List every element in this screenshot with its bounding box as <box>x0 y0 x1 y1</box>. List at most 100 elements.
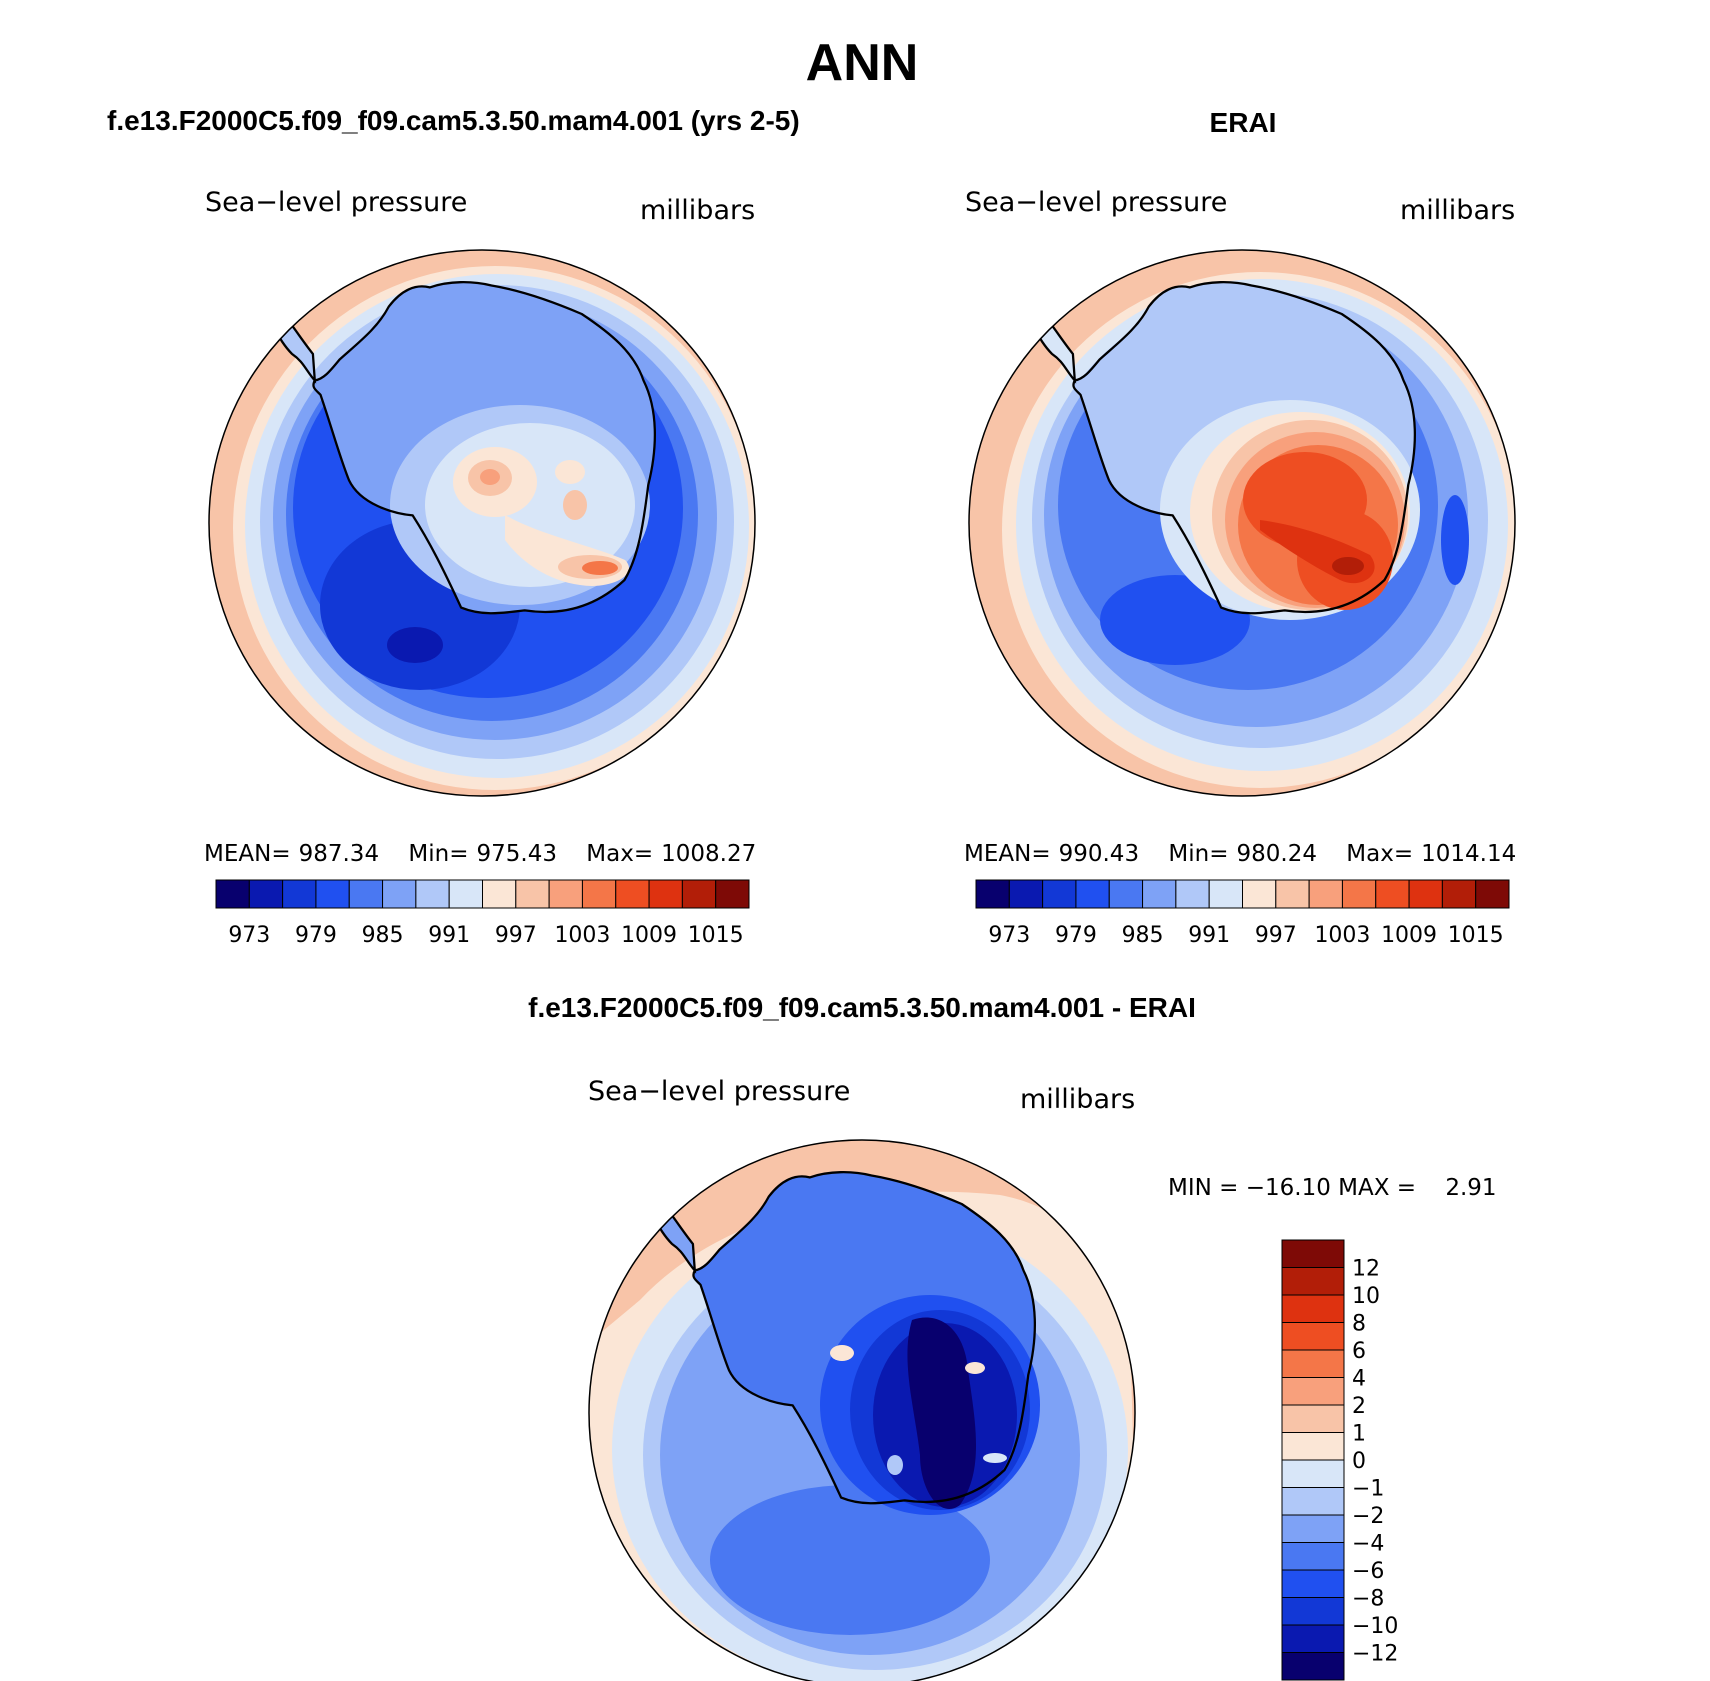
colorbar-swatch <box>1281 1569 1345 1598</box>
panel-model-units: millibars <box>640 195 755 226</box>
colorbar-swatch <box>1281 1377 1345 1406</box>
colorbar-tick-label: −2 <box>1352 1504 1384 1529</box>
figure-title: ANN <box>806 34 919 92</box>
colorbar-obs: 973 979 985 991 997 1003 1009 1015 <box>975 879 1510 948</box>
colorbar-swatch <box>548 879 583 909</box>
colorbar-tick-label: 991 <box>1188 923 1230 948</box>
colorbar-swatch <box>1142 879 1177 909</box>
panel-obs-stats: MEAN= 990.43 Min= 980.24 Max= 1014.14 <box>964 841 1516 867</box>
panel-model-map <box>209 250 755 796</box>
colorbar-swatch <box>482 879 517 909</box>
colorbar-tick-label: 997 <box>495 923 537 948</box>
colorbar-swatch <box>315 879 350 909</box>
panel-diff-map <box>589 1140 1135 1681</box>
colorbar-swatch <box>1308 879 1343 909</box>
panel-model-title: f.e13.F2000C5.f09_f09.cam5.3.50.mam4.001… <box>107 105 800 136</box>
colorbar-swatch <box>1341 879 1377 909</box>
colorbar-swatch <box>1281 1514 1345 1543</box>
colorbar-swatch <box>448 879 483 909</box>
colorbar-swatch <box>1175 879 1210 909</box>
colorbar-swatch <box>715 879 750 909</box>
colorbar-tick-label: −12 <box>1352 1642 1398 1667</box>
colorbar-tick-label: −1 <box>1352 1477 1384 1502</box>
colorbar-swatch <box>581 879 617 909</box>
colorbar-tick-label: 6 <box>1352 1339 1366 1364</box>
colorbar-swatch <box>1281 1597 1345 1626</box>
colorbar-swatch <box>1408 879 1443 909</box>
panel-model: f.e13.F2000C5.f09_f09.cam5.3.50.mam4.001… <box>107 105 800 948</box>
colorbar-swatch <box>382 879 417 909</box>
colorbar-tick-label: 973 <box>988 923 1030 948</box>
colorbar-swatch <box>1281 1432 1345 1461</box>
colorbar-swatch <box>248 879 284 909</box>
panel-model-variable: Sea−level pressure <box>205 187 467 218</box>
colorbar-swatch <box>1242 879 1277 909</box>
colorbar-swatch <box>1281 1349 1345 1378</box>
colorbar-tick-label: 0 <box>1352 1449 1366 1474</box>
colorbar-tick-label: 979 <box>295 923 337 948</box>
colorbar-swatch <box>1375 879 1410 909</box>
colorbar-swatch <box>1281 1294 1345 1323</box>
colorbar-swatch <box>415 879 450 909</box>
panel-obs-variable: Sea−level pressure <box>965 187 1227 218</box>
colorbar-swatch <box>1281 1322 1345 1351</box>
colorbar-tick-label: 991 <box>428 923 470 948</box>
colorbar-swatch <box>615 879 650 909</box>
panel-obs-map <box>969 250 1515 796</box>
colorbar-tick-label: 985 <box>362 923 404 948</box>
panel-diff: f.e13.F2000C5.f09_f09.cam5.3.50.mam4.001… <box>528 992 1497 1681</box>
panel-model-stats: MEAN= 987.34 Min= 975.43 Max= 1008.27 <box>204 841 756 867</box>
colorbar-swatch <box>1281 1542 1345 1571</box>
colorbar-tick-label: 1015 <box>1448 923 1504 948</box>
colorbar-swatch <box>282 879 317 909</box>
colorbar-tick-label: 1003 <box>554 923 610 948</box>
colorbar-swatch <box>1208 879 1243 909</box>
colorbar-swatch <box>1281 1459 1345 1488</box>
colorbar-swatch <box>1042 879 1077 909</box>
colorbar-tick-label: 1009 <box>1381 923 1437 948</box>
colorbar-swatch <box>1281 1487 1345 1516</box>
colorbar-swatch <box>648 879 683 909</box>
colorbar-tick-label: 1015 <box>688 923 744 948</box>
panel-obs-title: ERAI <box>1210 107 1277 138</box>
colorbar-tick-label: 1009 <box>621 923 677 948</box>
colorbar-swatch <box>1108 879 1144 909</box>
panel-diff-variable: Sea−level pressure <box>588 1076 850 1107</box>
colorbar-tick-label: 1003 <box>1314 923 1370 948</box>
colorbar-swatch <box>1281 1652 1345 1681</box>
colorbar-swatch <box>515 879 550 909</box>
colorbar-tick-label: −8 <box>1352 1587 1384 1612</box>
colorbar-tick-label: 985 <box>1122 923 1164 948</box>
panel-diff-units: millibars <box>1020 1084 1135 1115</box>
colorbar-swatch <box>1281 1404 1345 1433</box>
colorbar-swatch <box>1281 1267 1345 1296</box>
panel-diff-title: f.e13.F2000C5.f09_f09.cam5.3.50.mam4.001… <box>528 992 1196 1023</box>
colorbar-tick-label: −4 <box>1352 1532 1384 1557</box>
panel-obs: ERAI Sea−level pressure millibars <box>964 107 1516 948</box>
colorbar-tick-label: 10 <box>1352 1284 1380 1309</box>
colorbar-tick-label: 8 <box>1352 1312 1366 1337</box>
colorbar-swatch <box>348 879 384 909</box>
colorbar-tick-label: 1 <box>1352 1422 1366 1447</box>
colorbar-swatch <box>1281 1239 1345 1268</box>
colorbar-tick-label: 2 <box>1352 1394 1366 1419</box>
colorbar-tick-label: 973 <box>228 923 270 948</box>
colorbar-swatch <box>215 879 250 909</box>
colorbar-tick-label: 4 <box>1352 1367 1366 1392</box>
colorbar-swatch <box>1075 879 1110 909</box>
colorbar-swatch <box>1475 879 1510 909</box>
panel-obs-units: millibars <box>1400 195 1515 226</box>
colorbar-tick-label: 979 <box>1055 923 1097 948</box>
colorbar-swatch <box>681 879 717 909</box>
colorbar-tick-label: 997 <box>1255 923 1297 948</box>
colorbar-swatch <box>975 879 1010 909</box>
colorbar-swatch <box>1275 879 1310 909</box>
colorbar-swatch <box>1008 879 1044 909</box>
colorbar-tick-label: 12 <box>1352 1257 1380 1282</box>
colorbar-swatch <box>1441 879 1477 909</box>
colorbar-tick-label: −6 <box>1352 1559 1384 1584</box>
colorbar-model: 973 979 985 991 997 1003 1009 1015 <box>215 879 750 948</box>
colorbar-swatch <box>1281 1624 1345 1653</box>
